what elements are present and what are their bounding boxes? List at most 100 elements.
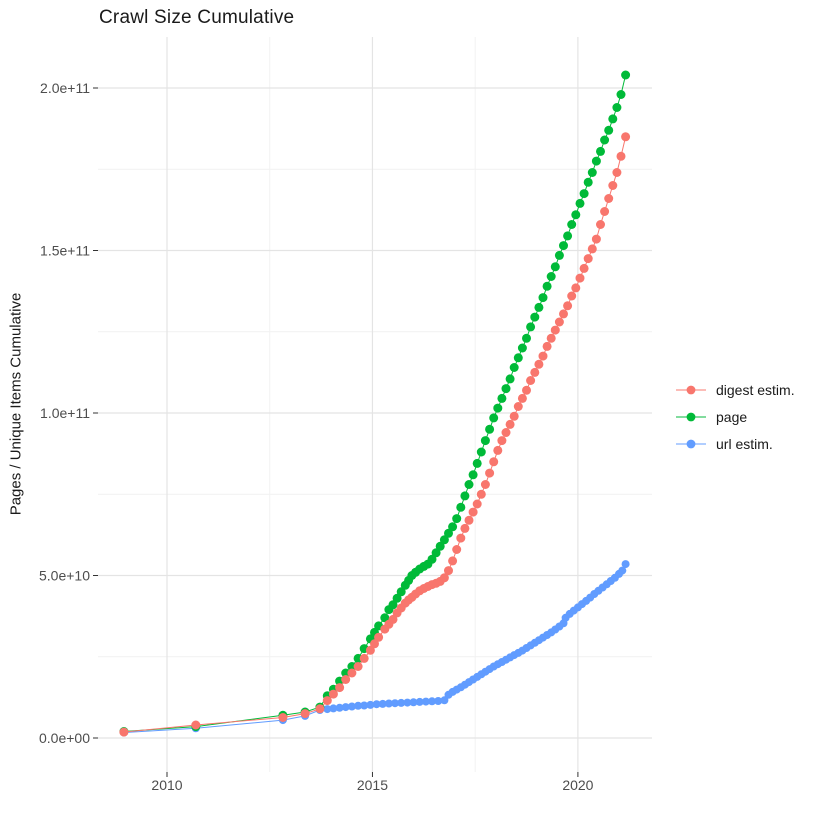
series-digest-estim-point	[460, 523, 470, 533]
series-page-point	[427, 554, 437, 564]
legend-item-digest-estim: digest estim.	[676, 381, 795, 399]
series-page-point	[468, 470, 478, 480]
series-digest-estim-point	[388, 614, 398, 624]
series-page-point	[583, 177, 593, 187]
series-url-estim	[119, 560, 630, 737]
series-page-point	[591, 156, 601, 166]
series-digest-estim-point	[534, 359, 544, 369]
series-page-point	[554, 250, 564, 260]
series-digest-estim-point	[550, 325, 560, 335]
series-page-point	[513, 353, 523, 363]
panel-background	[98, 37, 652, 772]
series-url-estim-point	[372, 700, 381, 709]
series-page-point	[480, 436, 490, 446]
series-page-point	[489, 413, 499, 423]
series-page-point	[347, 662, 357, 671]
series-page-point	[380, 613, 390, 623]
series-digest-estim-point	[452, 545, 462, 554]
series-digest-estim-point	[505, 419, 515, 429]
series-digest-estim-point	[616, 151, 626, 161]
series-url-estim-point	[440, 696, 449, 705]
series-digest-estim-point	[579, 263, 589, 273]
series-digest-estim-point	[374, 632, 384, 642]
series-page-point	[587, 168, 597, 177]
y-tick-label: 1.0e+11	[40, 405, 90, 421]
series-url-estim-point	[621, 560, 630, 569]
legend-label-page: page	[716, 409, 748, 425]
series-digest-estim-point	[480, 480, 490, 489]
series-digest-estim-point	[604, 194, 614, 203]
y-tick-label: 2.0e+11	[40, 80, 90, 96]
series-url-estim-point	[397, 698, 406, 707]
series-page-point	[396, 587, 406, 597]
series-page-point	[621, 70, 631, 80]
series-digest-estim-point	[353, 662, 363, 671]
series-digest-estim-point	[278, 713, 288, 722]
series-digest-estim-point	[583, 254, 593, 264]
y-tick-label: 5.0e+10	[39, 568, 90, 584]
series-url-estim-point	[391, 699, 399, 708]
series-digest-estim-point	[517, 393, 527, 403]
series-page-point	[448, 522, 458, 532]
series-url-estim-point	[428, 697, 436, 706]
series-digest-estim-point	[448, 556, 458, 566]
series-page-point	[575, 198, 585, 208]
series-url-estim-point	[618, 566, 627, 575]
series-digest-estim-point	[359, 653, 369, 663]
series-page-point	[501, 384, 511, 394]
series-url-estim-point	[335, 703, 344, 712]
series-page-point	[472, 458, 482, 468]
series-page-point	[534, 302, 544, 312]
series-page-point	[538, 293, 548, 303]
axis-ticks	[93, 87, 579, 777]
legend-item-url-estim: url estim.	[676, 435, 795, 453]
series-page-point	[464, 480, 474, 489]
series-digest-estim-point	[522, 385, 531, 395]
series-digest-estim-point	[546, 333, 556, 343]
legend-key-digest-estim-icon	[676, 385, 706, 395]
series-digest-estim-point	[468, 507, 478, 517]
series-digest-estim-point	[571, 283, 581, 293]
series-page-point	[559, 241, 568, 251]
series-page-point	[546, 272, 556, 281]
series-digest-estim-point	[464, 515, 474, 525]
series-digest-estim-point	[608, 181, 618, 190]
series-url-estim-point	[366, 700, 375, 709]
series-page-point	[505, 374, 515, 384]
series-digest-estim-point	[191, 720, 201, 730]
series-digest-estim-point	[621, 132, 631, 142]
series-url-estim-point	[347, 702, 356, 711]
series-digest-estim-point	[322, 696, 332, 706]
axis-tick-labels: 2010 2015 2020 0.0e+00 5.0e+10 1.0e+11 1.5e+11…	[39, 80, 594, 793]
series-digest-estim-point	[497, 436, 507, 446]
series-digest-estim-point	[591, 234, 601, 244]
series-digest-estim-point	[472, 499, 482, 509]
series-page-point	[435, 541, 445, 551]
legend-label-digest-estim: digest estim.	[716, 382, 795, 398]
series-digest-estim-point	[559, 309, 568, 319]
series-digest-estim	[119, 132, 631, 737]
series-page-point	[485, 424, 495, 434]
series-digest-estim-point	[485, 468, 495, 478]
series-digest-estim-point	[341, 675, 351, 684]
series-url-estim-point	[409, 698, 418, 707]
series-page-point	[608, 114, 618, 124]
series-url-estim-point	[384, 699, 393, 708]
series-digest-estim-point	[554, 317, 564, 327]
series-page-point	[604, 125, 614, 135]
series-page-point	[476, 447, 486, 457]
series-page-point	[542, 281, 552, 291]
series-digest-estim-point	[119, 727, 129, 737]
series-digest-estim-point	[596, 220, 605, 229]
series-url-estim-point	[421, 697, 430, 706]
legend-key-url-estim-icon	[676, 439, 706, 449]
legend: digest estim. page url estim.	[676, 381, 795, 453]
series-digest-estim-point	[612, 168, 622, 177]
series-page-point	[460, 491, 470, 501]
series-url-estim-point	[434, 697, 443, 705]
series-digest-estim-point	[328, 689, 338, 699]
series-digest-estim-point	[493, 445, 503, 455]
series-page-point	[392, 593, 402, 603]
